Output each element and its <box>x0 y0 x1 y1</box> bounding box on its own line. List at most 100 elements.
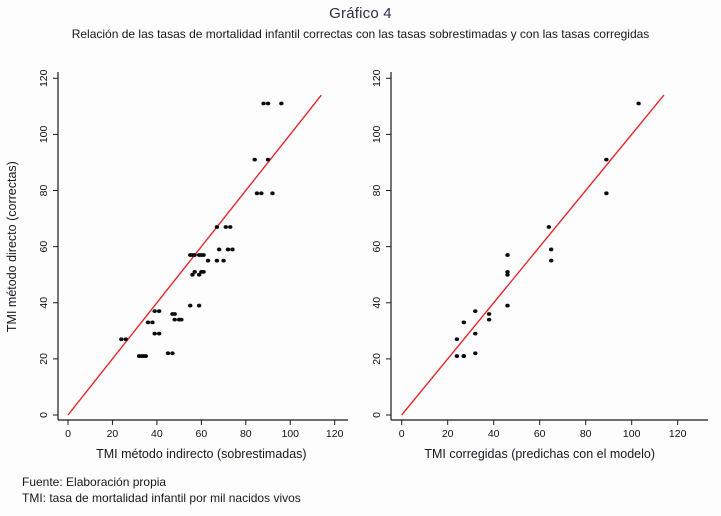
data-point <box>150 320 155 325</box>
y-tick-label: 20 <box>38 353 50 365</box>
data-point <box>156 331 162 336</box>
data-point <box>461 354 466 358</box>
data-point <box>156 309 162 314</box>
data-point <box>505 269 510 274</box>
x-axis-title: TMI corregidas (predichas con el modelo) <box>424 447 655 461</box>
x-tick-label: 120 <box>669 428 687 440</box>
data-point <box>546 225 552 229</box>
x-tick-label: 80 <box>580 428 592 440</box>
data-point <box>223 225 228 229</box>
data-point <box>473 351 478 356</box>
data-point <box>270 191 275 196</box>
data-point <box>505 303 510 308</box>
data-point <box>265 157 271 162</box>
y-tick-label: 0 <box>371 412 383 418</box>
data-point <box>254 191 260 196</box>
x-tick-label: 40 <box>488 428 500 440</box>
data-point <box>636 101 641 106</box>
data-point <box>172 317 177 322</box>
y-tick-label: 60 <box>38 241 50 253</box>
data-point <box>196 303 202 308</box>
data-point <box>143 354 148 358</box>
data-point <box>486 317 492 322</box>
data-point <box>221 258 226 263</box>
y-tick-label: 100 <box>371 125 383 143</box>
data-point <box>201 269 206 274</box>
data-point <box>454 337 460 342</box>
data-point <box>214 258 220 263</box>
x-tick-label: 0 <box>65 428 71 440</box>
data-point <box>172 312 177 316</box>
x-tick-label: 0 <box>399 428 405 440</box>
data-point <box>165 351 171 356</box>
data-point <box>170 351 175 356</box>
y-tick-label: 60 <box>371 241 383 253</box>
data-point <box>216 247 222 252</box>
data-point <box>549 247 554 252</box>
data-point <box>505 253 510 257</box>
data-point <box>205 258 211 263</box>
data-point <box>188 303 193 308</box>
chart-canvas-right: 0 20 40 60 80 100 120 0 20 40 60 80 100 120 TMI correg… <box>371 69 708 461</box>
figure-subtitle: Relación de las tasas de mortalidad infa… <box>71 27 650 41</box>
data-point <box>152 331 157 336</box>
data-point <box>259 191 264 196</box>
data-point <box>604 157 609 162</box>
data-point <box>265 101 271 106</box>
y-tick-label: 120 <box>38 69 50 87</box>
source-note: Fuente: Elaboración propia <box>22 475 167 489</box>
data-point <box>123 337 128 342</box>
data-point <box>486 312 492 316</box>
y-tick-label: 100 <box>38 125 50 143</box>
y-tick-label: 40 <box>38 297 50 309</box>
scatter-chart-overestimated: 0 20 40 60 80 100 120 0 20 40 60 80 100 120 TMI método… <box>0 60 358 479</box>
x-tick-label: 120 <box>326 428 344 440</box>
scatter-chart-corrected: 0 20 40 60 80 100 120 0 20 40 60 80 100 120 TMI correg… <box>358 60 713 479</box>
x-tick-label: 20 <box>442 428 454 440</box>
data-point <box>192 253 197 257</box>
y-tick-label: 120 <box>371 69 383 87</box>
data-point <box>190 272 195 277</box>
data-point <box>473 331 478 336</box>
x-tick-label: 100 <box>623 428 641 440</box>
data-point <box>214 225 220 229</box>
chart-canvas-left: 0 20 40 60 80 100 120 0 20 40 60 80 100 120 TMI método… <box>5 69 348 461</box>
data-point <box>473 309 478 314</box>
x-tick-label: 80 <box>240 428 252 440</box>
data-point <box>279 101 284 106</box>
data-point <box>196 272 202 277</box>
data-point <box>192 269 197 274</box>
figure-title: Gráfico 4 <box>329 5 392 22</box>
data-point <box>461 320 466 325</box>
data-point <box>179 317 184 322</box>
data-point <box>201 253 206 257</box>
abbreviation-note: TMI: tasa de mortalidad infantil por mil… <box>22 491 301 505</box>
x-tick-label: 60 <box>534 428 546 440</box>
x-tick-label: 40 <box>151 428 163 440</box>
data-point <box>230 247 235 252</box>
identity-line <box>401 94 665 416</box>
y-axis-title: TMI método directo (correctas) <box>5 161 19 332</box>
data-point <box>505 272 510 277</box>
y-tick-label: 80 <box>371 185 383 197</box>
x-tick-label: 60 <box>196 428 208 440</box>
y-tick-label: 20 <box>371 353 383 365</box>
x-axis-title: TMI método indirecto (sobrestimadas) <box>96 447 307 461</box>
data-point <box>549 258 554 263</box>
data-point <box>604 191 609 196</box>
data-point <box>225 247 231 252</box>
data-point <box>228 225 233 229</box>
figure-footnotes: Fuente: Elaboración propia TMI: tasa de … <box>22 474 301 506</box>
y-tick-label: 40 <box>371 297 383 309</box>
data-point <box>152 309 157 314</box>
x-tick-label: 100 <box>281 428 299 440</box>
data-point <box>261 101 266 106</box>
data-point <box>252 157 257 162</box>
y-tick-label: 0 <box>38 412 50 418</box>
data-point <box>454 354 460 358</box>
data-point <box>119 337 124 342</box>
data-point <box>145 320 151 325</box>
y-tick-label: 80 <box>38 185 50 197</box>
x-tick-label: 20 <box>107 428 119 440</box>
